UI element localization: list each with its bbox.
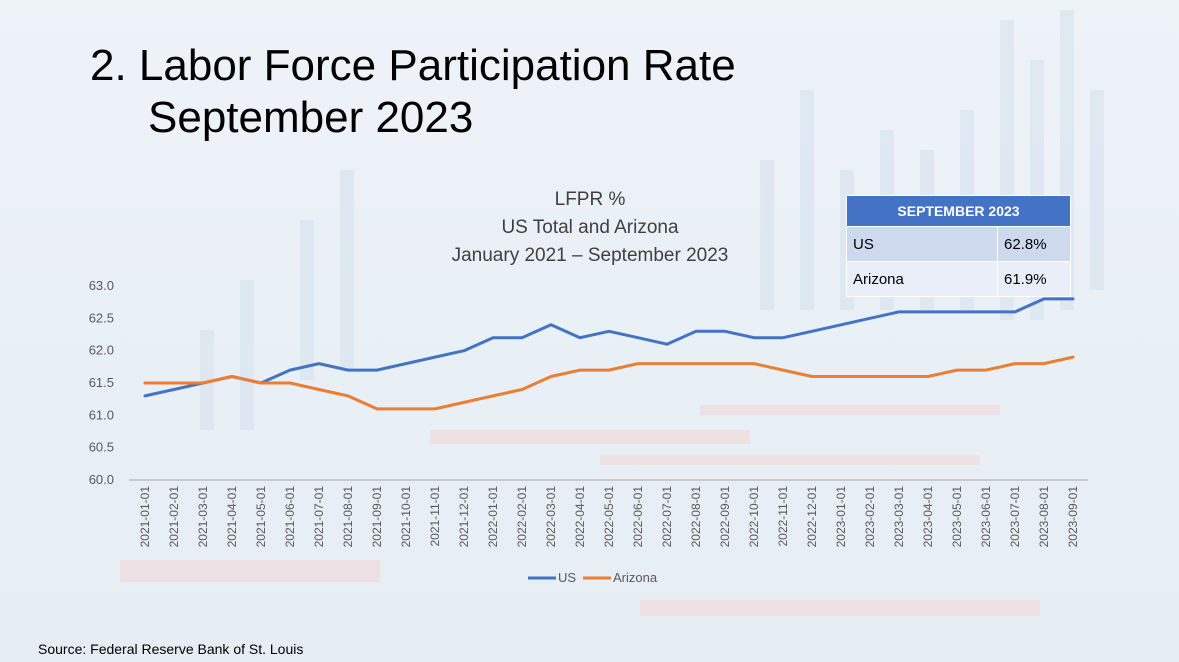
- x-tick-label: 2023-03-01: [892, 486, 906, 548]
- x-tick-label: 2022-12-01: [805, 486, 819, 548]
- x-tick-label: 2023-05-01: [950, 486, 964, 548]
- x-tick-label: 2022-06-01: [631, 486, 645, 548]
- x-tick-label: 2022-11-01: [776, 486, 790, 547]
- slide-title-line1: 2. Labor Force Participation Rate: [90, 41, 736, 90]
- x-tick-label: 2022-04-01: [573, 486, 587, 548]
- x-tick-label: 2023-04-01: [921, 486, 935, 548]
- x-tick-label: 2022-09-01: [718, 486, 732, 548]
- x-tick-label: 2021-10-01: [399, 486, 413, 548]
- x-tick-label: 2023-08-01: [1037, 486, 1051, 548]
- table-row-label: US: [846, 226, 998, 262]
- x-tick-label: 2023-02-01: [863, 486, 877, 548]
- series-group: [143, 297, 1075, 411]
- table-row-value: 61.9%: [997, 261, 1071, 297]
- table-header: SEPTEMBER 2023: [846, 195, 1071, 227]
- september-2023-table: SEPTEMBER 2023 US 62.8% Arizona 61.9%: [846, 195, 1071, 297]
- slide-title: 2. Labor Force Participation Rate Septem…: [90, 40, 736, 144]
- x-tick-label: 2022-01-01: [486, 486, 500, 548]
- y-tick-label: 61.5: [89, 375, 114, 390]
- y-tick-label: 60.0: [89, 472, 114, 487]
- x-tick-label: 2021-06-01: [283, 486, 297, 548]
- x-tick-label: 2023-06-01: [979, 486, 993, 548]
- chart-title: LFPR % US Total and Arizona January 2021…: [440, 186, 740, 270]
- chart-title-line2: US Total and Arizona: [501, 217, 679, 238]
- y-tick-label: 63.0: [89, 278, 114, 293]
- x-tick-label: 2021-03-01: [196, 486, 210, 548]
- x-tick-label: 2022-08-01: [689, 486, 703, 548]
- x-axis: 2021-01-01 2021-02-01 2021-03-01 2021-04-01…: [138, 486, 1080, 548]
- x-tick-label: 2022-07-01: [660, 486, 674, 548]
- x-tick-label: 2022-10-01: [747, 486, 761, 548]
- y-tick-label: 62.5: [89, 310, 114, 325]
- x-tick-label: 2021-11-01: [428, 486, 442, 547]
- chart-title-line3: January 2021 – September 2023: [451, 245, 729, 266]
- legend-label: US: [558, 570, 576, 585]
- table-row: Arizona 61.9%: [846, 261, 1071, 297]
- y-tick-label: 61.0: [89, 407, 114, 422]
- y-tick-label: 62.0: [89, 343, 114, 358]
- y-axis: 60.0 60.5 61.0 61.5 62.0 62.5 63.0: [89, 278, 114, 487]
- source-note: Source: Federal Reserve Bank of St. Loui…: [38, 641, 304, 657]
- x-tick-label: 2021-07-01: [312, 486, 326, 548]
- x-tick-label: 2023-01-01: [834, 486, 848, 548]
- x-tick-label: 2021-05-01: [254, 486, 268, 548]
- series-line-us: [143, 297, 1075, 398]
- y-tick-label: 60.5: [89, 440, 114, 455]
- x-tick-label: 2021-04-01: [225, 486, 239, 548]
- x-tick-label: 2021-12-01: [457, 486, 471, 548]
- x-tick-label: 2022-02-01: [515, 486, 529, 548]
- table-row-value: 62.8%: [997, 226, 1071, 262]
- x-tick-label: 2021-01-01: [138, 486, 152, 548]
- x-tick-label: 2021-09-01: [370, 486, 384, 548]
- series-line-arizona: [143, 355, 1075, 411]
- x-tick-label: 2023-07-01: [1008, 486, 1022, 548]
- x-tick-label: 2021-08-01: [341, 486, 355, 548]
- legend-label: Arizona: [613, 570, 658, 585]
- chart-title-line1: LFPR %: [554, 189, 626, 210]
- slide-title-line2: September 2023: [148, 93, 474, 142]
- table-row-label: Arizona: [846, 261, 998, 297]
- table-row: US 62.8%: [846, 226, 1071, 262]
- x-tick-label: 2023-09-01: [1066, 486, 1080, 548]
- x-tick-label: 2022-03-01: [544, 486, 558, 548]
- legend: US Arizona: [528, 570, 658, 585]
- x-tick-label: 2021-02-01: [167, 486, 181, 548]
- x-tick-label: 2022-05-01: [602, 486, 616, 548]
